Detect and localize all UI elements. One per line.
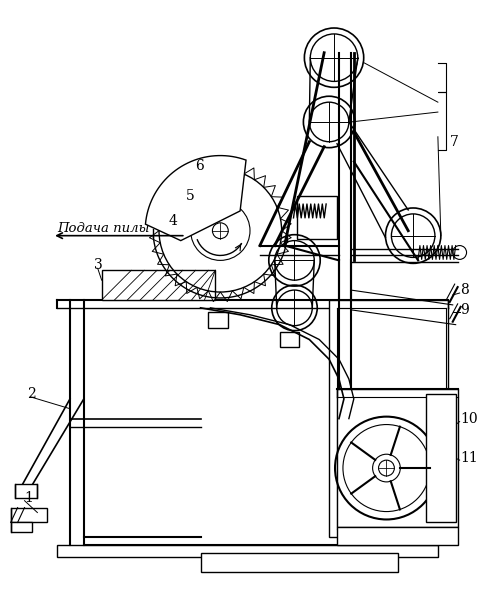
Polygon shape — [337, 527, 458, 545]
Polygon shape — [146, 156, 246, 241]
Text: 4: 4 — [169, 214, 178, 228]
Text: Подача пилы: Подача пилы — [57, 222, 150, 235]
Text: 2: 2 — [27, 387, 36, 401]
Polygon shape — [297, 196, 337, 238]
Text: 8: 8 — [461, 283, 470, 297]
Polygon shape — [337, 389, 458, 527]
Text: 6: 6 — [196, 159, 205, 173]
Polygon shape — [329, 300, 448, 537]
Polygon shape — [14, 484, 37, 498]
Polygon shape — [10, 522, 32, 532]
Text: 10: 10 — [461, 412, 478, 425]
Polygon shape — [279, 332, 299, 348]
Text: 11: 11 — [461, 451, 479, 465]
Polygon shape — [209, 312, 228, 327]
Polygon shape — [201, 553, 398, 572]
Text: 3: 3 — [94, 258, 102, 273]
Polygon shape — [10, 507, 47, 522]
Text: 5: 5 — [186, 189, 195, 203]
Polygon shape — [426, 394, 456, 522]
Text: 9: 9 — [461, 303, 470, 317]
Text: 1: 1 — [24, 491, 33, 504]
Polygon shape — [57, 545, 438, 557]
Text: 7: 7 — [450, 135, 459, 149]
Polygon shape — [102, 270, 216, 300]
